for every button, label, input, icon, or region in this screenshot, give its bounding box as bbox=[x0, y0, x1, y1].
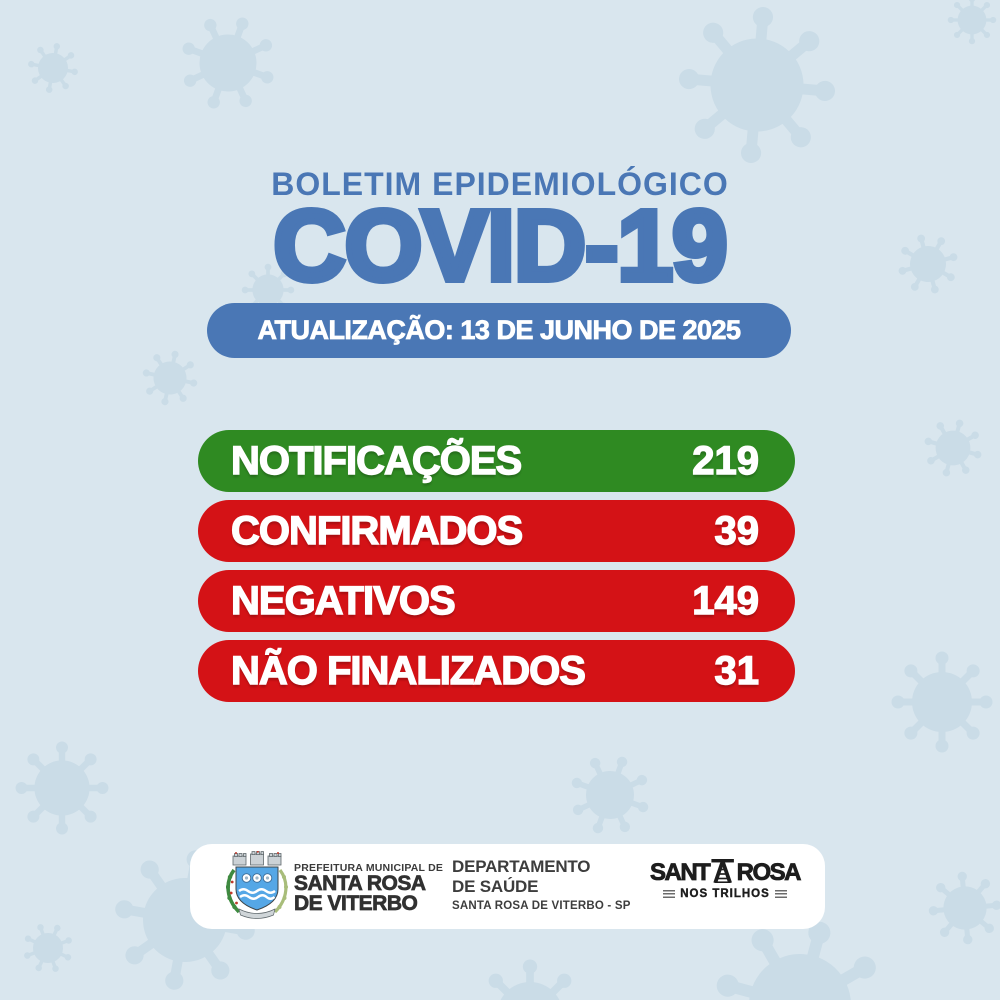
bulletin-kicker: BOLETIM EPIDEMIOLÓGICO bbox=[271, 166, 729, 202]
brand-subline: NOS TRILHOS bbox=[650, 888, 800, 900]
coat-of-arms-icon bbox=[226, 851, 288, 919]
brand-flourish-left bbox=[663, 890, 676, 898]
stat-label: CONFIRMADOS bbox=[230, 508, 524, 553]
departamento-line1: DEPARTAMENTO bbox=[452, 857, 591, 876]
stat-value: 149 bbox=[692, 578, 760, 623]
brand-wordmark: SANT ROSA bbox=[650, 858, 802, 886]
railway-trestle-icon bbox=[711, 859, 735, 883]
departamento-saude-block: DEPARTAMENTO DE SAÚDE SANTA ROSA DE VITE… bbox=[452, 857, 631, 912]
brand-right-text: ROSA bbox=[736, 858, 802, 886]
footer-card: PREFEITURA MUNICIPAL DE SANTA ROSA DE VI… bbox=[190, 844, 825, 929]
prefeitura-line2: SANTA ROSA bbox=[294, 872, 427, 895]
prefeitura-line3: DE VITERBO bbox=[294, 892, 419, 915]
stat-pill-confirmados: CONFIRMADOS 39 bbox=[198, 500, 795, 562]
stat-label: NOTIFICAÇÕES bbox=[230, 438, 523, 483]
santa-rosa-nos-trilhos-logo: SANT ROSA NOS TRILHOS bbox=[650, 858, 802, 900]
stat-pill-nao-finalizados: NÃO FINALIZADOS 31 bbox=[198, 640, 795, 702]
prefeitura-text: PREFEITURA MUNICIPAL DE SANTA ROSA DE VI… bbox=[294, 851, 443, 921]
brand-flourish-right bbox=[774, 890, 787, 898]
brand-sub-text: NOS TRILHOS bbox=[680, 888, 770, 900]
stats-list: NOTIFICAÇÕES 219 CONFIRMADOS 39 NEGATIVO… bbox=[198, 430, 795, 710]
stat-value: 39 bbox=[714, 508, 760, 553]
update-date-pill: ATUALIZAÇÃO: 13 DE JUNHO DE 2025 bbox=[207, 303, 791, 358]
stat-label: NÃO FINALIZADOS bbox=[230, 648, 586, 693]
stat-value: 31 bbox=[714, 648, 760, 693]
prefeitura-logo: PREFEITURA MUNICIPAL DE SANTA ROSA DE VI… bbox=[226, 851, 443, 921]
stat-pill-negativos: NEGATIVOS 149 bbox=[198, 570, 795, 632]
update-date-label: ATUALIZAÇÃO: 13 DE JUNHO DE 2025 bbox=[257, 315, 741, 346]
prefeitura-line1: PREFEITURA MUNICIPAL DE bbox=[294, 862, 444, 874]
brand-left-text: SANT bbox=[650, 858, 712, 886]
stat-pill-notificacoes: NOTIFICAÇÕES 219 bbox=[198, 430, 795, 492]
departamento-line3: SANTA ROSA DE VITERBO - SP bbox=[452, 900, 631, 912]
departamento-line2: DE SAÚDE bbox=[452, 877, 539, 896]
stat-value: 219 bbox=[692, 438, 760, 483]
covid-19-title: COVID-19 bbox=[270, 190, 730, 302]
stat-label: NEGATIVOS bbox=[230, 578, 456, 623]
